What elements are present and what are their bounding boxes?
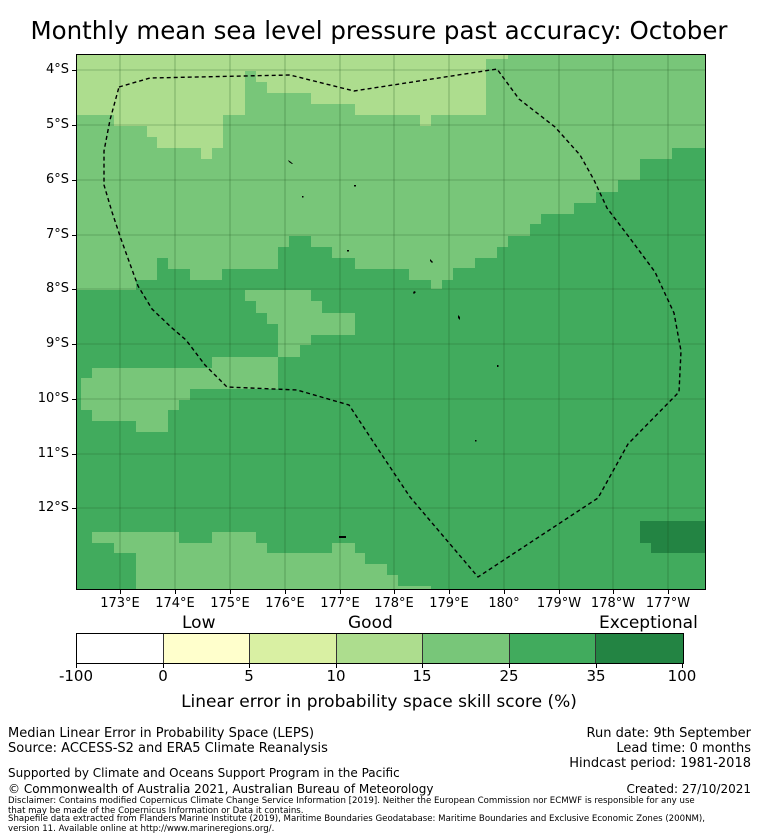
colorbar-tick-label: 35 bbox=[586, 667, 606, 685]
colorbar-category-exceptional: Exceptional bbox=[599, 613, 698, 633]
lon-label: 180° bbox=[488, 596, 520, 611]
lon-tick bbox=[340, 590, 341, 594]
lon-tick bbox=[613, 590, 614, 594]
skill-zone-35-100 bbox=[640, 521, 706, 553]
lat-label: 8°S bbox=[45, 281, 69, 296]
copyright-text: © Commonwealth of Australia 2021, Austra… bbox=[8, 782, 434, 796]
colorbar-segment bbox=[510, 634, 596, 663]
run-date-text: Run date: 9th September bbox=[586, 726, 751, 741]
lon-tick bbox=[175, 590, 176, 594]
colorbar-tick bbox=[682, 664, 683, 668]
lat-tick bbox=[72, 70, 76, 71]
lead-time-text: Lead time: 0 months bbox=[616, 741, 751, 756]
lon-label: 174°E bbox=[155, 596, 195, 611]
colorbar bbox=[76, 633, 684, 664]
colorbar-tick-label: -100 bbox=[58, 667, 94, 685]
colorbar-tick-label: 0 bbox=[158, 667, 168, 685]
colorbar-tick-label: 25 bbox=[499, 667, 519, 685]
colorbar-segment bbox=[164, 634, 250, 663]
skill-zone-15-25 bbox=[92, 532, 431, 590]
colorbar-tick bbox=[163, 664, 164, 668]
colorbar-tick-label: 100 bbox=[667, 667, 697, 685]
created-text: Created: 27/10/2021 bbox=[626, 782, 751, 796]
lon-tick bbox=[449, 590, 450, 594]
lat-label: 6°S bbox=[45, 172, 69, 187]
map-title: Monthly mean sea level pressure past acc… bbox=[30, 16, 728, 45]
lat-tick bbox=[72, 125, 76, 126]
lon-label: 176°E bbox=[265, 596, 305, 611]
colorbar-tick-label: 15 bbox=[412, 667, 432, 685]
disclaimer-text: that may be made of the Copernicus Infor… bbox=[8, 806, 304, 816]
lon-label: 178°E bbox=[374, 596, 414, 611]
colorbar-tick bbox=[509, 664, 510, 668]
colorbar-segment bbox=[337, 634, 423, 663]
lat-tick bbox=[72, 180, 76, 181]
lon-label: 179°W bbox=[536, 596, 582, 611]
disclaimer-text: Disclaimer: Contains modified Copernicus… bbox=[8, 796, 695, 806]
lon-label: 178°W bbox=[590, 596, 636, 611]
colorbar-label: Linear error in probability space skill … bbox=[181, 692, 577, 712]
lat-tick bbox=[72, 289, 76, 290]
lat-label: 4°S bbox=[45, 62, 69, 77]
lat-label: 11°S bbox=[37, 446, 69, 461]
hindcast-text: Hindcast period: 1981-2018 bbox=[569, 756, 751, 771]
lat-tick bbox=[72, 508, 76, 509]
skill-map-canvas bbox=[76, 54, 706, 590]
lon-label: 177°E bbox=[320, 596, 360, 611]
shapefile-credit-text: Shapefile data extracted from Flanders M… bbox=[8, 814, 705, 824]
lat-label: 10°S bbox=[37, 391, 69, 406]
colorbar-category-low: Low bbox=[182, 613, 216, 633]
lat-label: 9°S bbox=[45, 336, 69, 351]
lon-tick bbox=[230, 590, 231, 594]
lon-label: 177°W bbox=[645, 596, 691, 611]
lon-tick bbox=[668, 590, 669, 594]
method-text: Median Linear Error in Probability Space… bbox=[8, 726, 315, 741]
lat-tick bbox=[72, 344, 76, 345]
skill-zone-15-25 bbox=[81, 357, 278, 432]
colorbar-category-good: Good bbox=[348, 613, 393, 633]
skill-map bbox=[76, 54, 706, 590]
islands bbox=[288, 160, 499, 538]
lon-tick bbox=[285, 590, 286, 594]
colorbar-segment bbox=[77, 634, 164, 663]
colorbar-segment bbox=[596, 634, 683, 663]
lon-label: 175°E bbox=[210, 596, 250, 611]
skill-zone-15-25 bbox=[245, 290, 355, 357]
colorbar-tick-label: 5 bbox=[244, 667, 254, 685]
supported-text: Supported by Climate and Oceans Support … bbox=[8, 766, 400, 780]
lon-tick bbox=[504, 590, 505, 594]
lat-tick bbox=[72, 235, 76, 236]
colorbar-tick-label: 10 bbox=[326, 667, 346, 685]
eez-boundary bbox=[103, 68, 682, 578]
colorbar-tick bbox=[596, 664, 597, 668]
lat-label: 7°S bbox=[45, 227, 69, 242]
colorbar-tick bbox=[422, 664, 423, 668]
lat-tick bbox=[72, 454, 76, 455]
lat-label: 12°S bbox=[37, 500, 69, 515]
colorbar-tick bbox=[249, 664, 250, 668]
colorbar-segment bbox=[423, 634, 510, 663]
source-text: Source: ACCESS-S2 and ERA5 Climate Reana… bbox=[8, 741, 328, 756]
lat-label: 5°S bbox=[45, 117, 69, 132]
lon-label: 173°E bbox=[100, 596, 140, 611]
lon-tick bbox=[120, 590, 121, 594]
colorbar-tick bbox=[76, 664, 77, 668]
map-gridlines bbox=[76, 54, 706, 590]
shapefile-credit-text: version 11. Available online at http://w… bbox=[8, 824, 275, 834]
skill-zone-10-15 bbox=[76, 54, 508, 159]
colorbar-tick bbox=[336, 664, 337, 668]
lon-tick bbox=[559, 590, 560, 594]
lon-label: 179°E bbox=[429, 596, 469, 611]
colorbar-segment bbox=[250, 634, 337, 663]
lon-tick bbox=[394, 590, 395, 594]
lat-tick bbox=[72, 399, 76, 400]
